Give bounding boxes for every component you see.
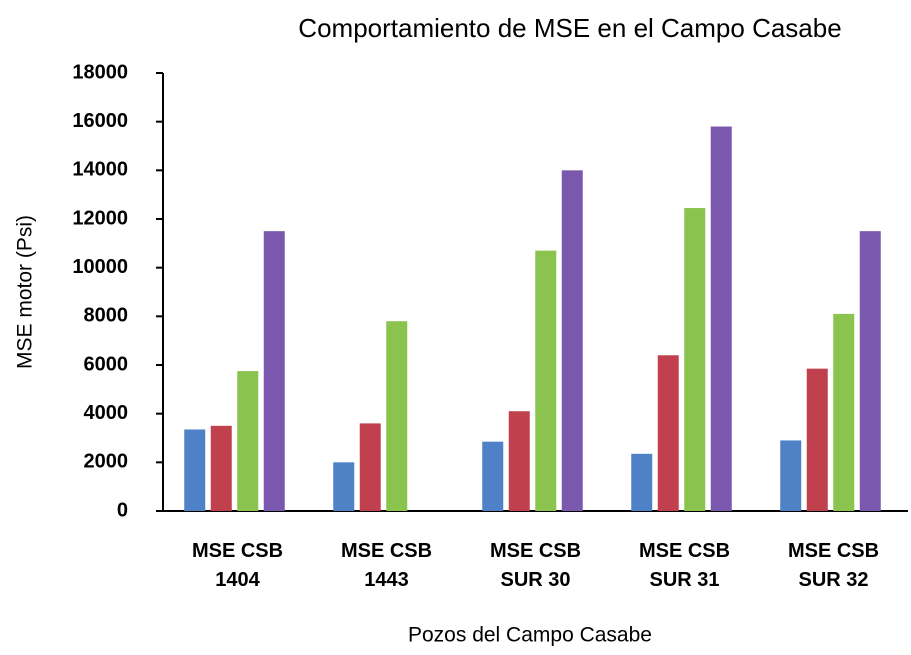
x-tick-label: MSE CSB 1404 (191, 540, 284, 591)
bar (359, 423, 381, 511)
bar (710, 126, 732, 512)
bar (561, 170, 583, 512)
bar (859, 231, 881, 511)
bar (482, 441, 504, 511)
y-tick-label: 18000 (72, 61, 128, 83)
y-axis-label: MSE motor (Psi) (14, 215, 37, 369)
bar (263, 231, 285, 511)
bar (184, 429, 206, 511)
bar (833, 313, 855, 511)
bar (806, 368, 828, 511)
bar (535, 250, 557, 511)
y-tick-label: 10000 (72, 256, 128, 278)
x-tick-label: MSE CSB SUR 30 (489, 540, 582, 591)
y-tick-label: 0 (117, 499, 128, 521)
bar (657, 355, 679, 511)
bar (508, 411, 530, 511)
y-tick-label: 4000 (84, 402, 129, 424)
x-axis-label: Pozos del Campo Casabe (408, 624, 652, 647)
bar (631, 453, 653, 511)
bar (780, 440, 802, 511)
bar (386, 321, 408, 511)
bar (237, 371, 259, 511)
y-tick-label: 12000 (72, 207, 128, 229)
y-tick-label: 16000 (72, 110, 128, 132)
y-tick-label: 14000 (72, 159, 128, 181)
y-tick-label: 6000 (84, 353, 129, 375)
x-tick-label: MSE CSB 1443 (340, 540, 433, 591)
x-tick-label: MSE CSB SUR 31 (638, 540, 731, 591)
bar (684, 208, 706, 512)
chart-title: Comportamiento de MSE en el Campo Casabe (298, 13, 841, 43)
y-tick-label: 8000 (84, 305, 129, 327)
x-tick-label: MSE CSB SUR 32 (787, 540, 880, 591)
bar (333, 462, 355, 511)
bar (210, 425, 232, 511)
y-tick-label: 2000 (84, 451, 129, 473)
